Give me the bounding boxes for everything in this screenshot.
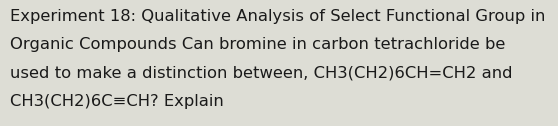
Text: Organic Compounds Can bromine in carbon tetrachloride be: Organic Compounds Can bromine in carbon …	[10, 37, 506, 52]
Text: Experiment 18: Qualitative Analysis of Select Functional Group in: Experiment 18: Qualitative Analysis of S…	[10, 9, 545, 24]
Text: used to make a distinction between, CH3(CH2)6CH=CH2 and: used to make a distinction between, CH3(…	[10, 66, 513, 81]
Text: CH3(CH2)6C≡CH? Explain: CH3(CH2)6C≡CH? Explain	[10, 94, 224, 109]
